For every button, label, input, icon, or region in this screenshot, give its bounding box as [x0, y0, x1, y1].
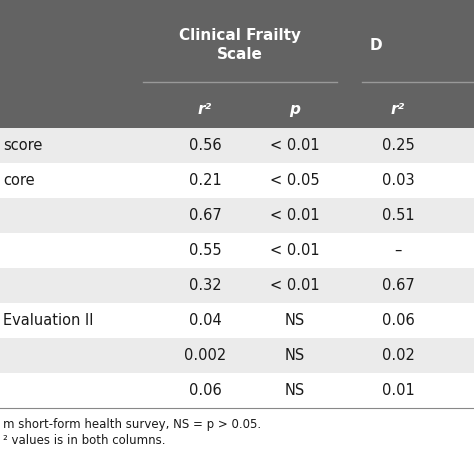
Text: r²: r²: [391, 101, 405, 117]
Text: < 0.01: < 0.01: [270, 138, 320, 153]
Text: 0.25: 0.25: [382, 138, 414, 153]
Bar: [0, 233, 474, 268]
Text: < 0.01: < 0.01: [270, 208, 320, 223]
Text: p: p: [290, 101, 301, 117]
Text: 0.01: 0.01: [382, 383, 414, 398]
Bar: [0, 163, 474, 198]
Text: 0.002: 0.002: [184, 348, 226, 363]
Text: 0.04: 0.04: [189, 313, 221, 328]
Text: NS: NS: [285, 348, 305, 363]
Bar: [0, 303, 474, 338]
Text: NS: NS: [285, 383, 305, 398]
Text: ² values is in both columns.: ² values is in both columns.: [3, 434, 165, 447]
Text: 0.56: 0.56: [189, 138, 221, 153]
Text: 0.51: 0.51: [382, 208, 414, 223]
Text: Evaluation II: Evaluation II: [3, 313, 93, 328]
Text: –: –: [394, 243, 401, 258]
Bar: [0, 198, 474, 233]
Bar: [0, 0, 474, 128]
Bar: [0, 373, 474, 408]
Text: D: D: [370, 37, 383, 53]
Text: Clinical Frailty
Scale: Clinical Frailty Scale: [179, 27, 301, 63]
Text: 0.67: 0.67: [382, 278, 414, 293]
Bar: [0, 128, 474, 163]
Text: < 0.01: < 0.01: [270, 243, 320, 258]
Text: 0.02: 0.02: [382, 348, 414, 363]
Text: m short-form health survey, NS = p > 0.05.: m short-form health survey, NS = p > 0.0…: [3, 418, 261, 431]
Text: r²: r²: [198, 101, 212, 117]
Text: 0.06: 0.06: [382, 313, 414, 328]
Text: 0.32: 0.32: [189, 278, 221, 293]
Bar: [0, 338, 474, 373]
Text: core: core: [3, 173, 35, 188]
Text: 0.67: 0.67: [189, 208, 221, 223]
Text: < 0.05: < 0.05: [270, 173, 320, 188]
Text: NS: NS: [285, 313, 305, 328]
Text: score: score: [3, 138, 42, 153]
Text: < 0.01: < 0.01: [270, 278, 320, 293]
Text: 0.06: 0.06: [189, 383, 221, 398]
Text: 0.55: 0.55: [189, 243, 221, 258]
Text: 0.21: 0.21: [189, 173, 221, 188]
Bar: [0, 268, 474, 303]
Text: 0.03: 0.03: [382, 173, 414, 188]
